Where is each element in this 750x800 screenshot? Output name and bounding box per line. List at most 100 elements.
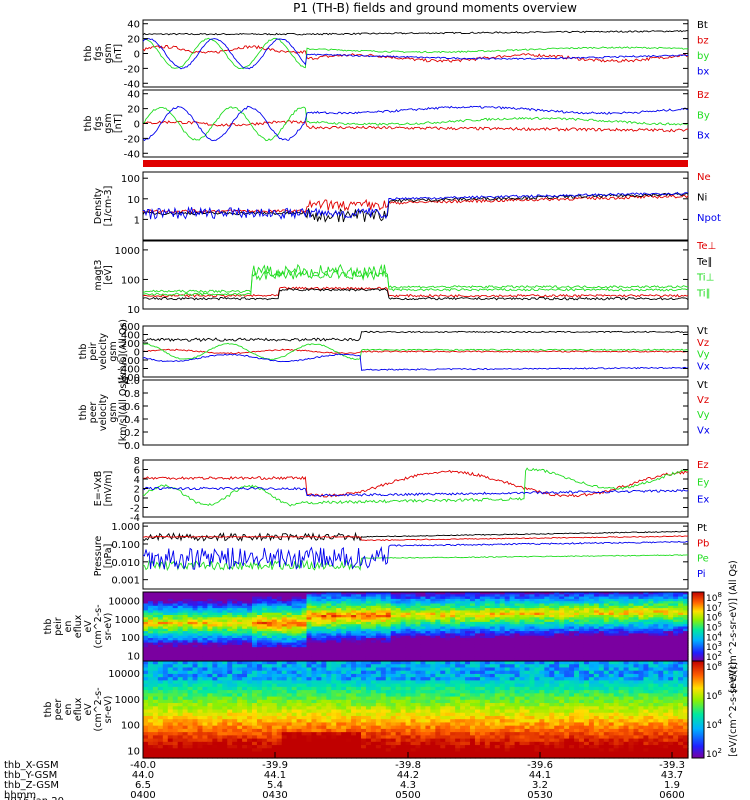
- heatmap-cell: [346, 680, 352, 685]
- heatmap-cell: [182, 603, 189, 607]
- heatmap-cell: [341, 612, 347, 616]
- heatmap-cell: [217, 603, 223, 607]
- heatmap-cell: [390, 624, 397, 628]
- heatmap-cell: [222, 619, 228, 623]
- heatmap-cell: [341, 647, 347, 651]
- heatmap-cell: [460, 693, 466, 698]
- heatmap-cell: [242, 619, 248, 623]
- heatmap-cell: [623, 612, 630, 616]
- heatmap-cell: [316, 608, 322, 611]
- heatmap-cell: [326, 699, 332, 704]
- heatmap-cell: [628, 635, 635, 639]
- heatmap-cell: [182, 696, 189, 701]
- heatmap-cell: [405, 647, 412, 651]
- heatmap-cell: [450, 673, 456, 678]
- heatmap-cell: [143, 647, 149, 651]
- heatmap-cell: [326, 667, 332, 672]
- heatmap-cell: [554, 601, 560, 605]
- heatmap-cell: [613, 658, 620, 662]
- heatmap-cell: [395, 601, 402, 605]
- heatmap-cell: [465, 610, 471, 614]
- heatmap-cell: [400, 628, 407, 632]
- heatmap-cell: [152, 619, 159, 623]
- heatmap-cell: [356, 670, 362, 675]
- heatmap-cell: [509, 656, 516, 660]
- heatmap-cell: [549, 677, 555, 681]
- heatmap-cell: [390, 617, 397, 621]
- heatmap-cell: [494, 628, 501, 632]
- heatmap-cell: [628, 617, 635, 621]
- heatmap-cell: [410, 615, 417, 618]
- heatmap-cell: [608, 661, 615, 665]
- heatmap-cell: [365, 628, 372, 632]
- heatmap-cell: [281, 696, 288, 701]
- heatmap-cell: [554, 644, 560, 648]
- heatmap-cell: [321, 631, 327, 634]
- legend-Ne: Ne: [697, 172, 711, 183]
- heatmap-cell: [212, 594, 218, 598]
- heatmap-cell: [539, 658, 545, 662]
- heatmap-cell: [281, 621, 288, 625]
- heatmap-cell: [673, 610, 679, 614]
- heatmap-cell: [470, 647, 476, 651]
- heatmap-cell: [177, 683, 184, 688]
- heatmap-cell: [425, 644, 431, 648]
- heatmap-cell: [167, 631, 174, 634]
- heatmap-cell: [281, 654, 288, 657]
- heatmap-cell: [633, 617, 640, 621]
- heatmap-cell: [202, 664, 208, 669]
- heatmap-cell: [435, 649, 441, 653]
- heatmap-cell: [544, 656, 550, 660]
- heatmap-cell: [504, 696, 511, 701]
- heatmap-cell: [618, 673, 625, 678]
- heatmap-cell: [207, 638, 213, 641]
- heatmap-cell: [311, 615, 317, 618]
- heatmap-cell: [212, 605, 218, 609]
- heatmap-cell: [286, 683, 293, 688]
- heatmap-cell: [549, 592, 555, 595]
- heatmap-cell: [455, 696, 461, 701]
- heatmap-cell: [613, 628, 620, 632]
- heatmap-cell: [465, 619, 471, 623]
- colorbar-tick-label: 106: [706, 611, 722, 624]
- heatmap-cell: [544, 640, 550, 644]
- heatmap-cell: [341, 656, 347, 660]
- heatmap-cell: [465, 699, 471, 704]
- heatmap-cell: [222, 699, 228, 704]
- heatmap-cell: [603, 661, 610, 665]
- heatmap-cell: [202, 638, 208, 641]
- heatmap-cell: [529, 615, 535, 618]
- heatmap-cell: [222, 605, 228, 609]
- heatmap-cell: [430, 644, 436, 648]
- heatmap-cell: [187, 680, 194, 685]
- heatmap-cell: [192, 640, 199, 644]
- heatmap-cell: [678, 626, 684, 630]
- heatmap-cell: [564, 673, 570, 678]
- heatmap-cell: [628, 610, 635, 614]
- heatmap-cell: [455, 667, 461, 672]
- heatmap-cell: [415, 677, 422, 681]
- heatmap-cell: [554, 638, 560, 641]
- heatmap-cell: [598, 592, 605, 595]
- heatmap-cell: [291, 598, 298, 602]
- heatmap-cell: [167, 649, 174, 653]
- heatmap-cell: [623, 626, 630, 630]
- heatmap-cell: [623, 603, 630, 607]
- heatmap-cell: [509, 624, 516, 628]
- heatmap-cell: [227, 642, 233, 646]
- heatmap-cell: [593, 647, 600, 651]
- heatmap-cell: [152, 628, 159, 632]
- heatmap-cell: [628, 693, 635, 698]
- heatmap-cell: [474, 661, 481, 665]
- heatmap-cell: [207, 596, 213, 600]
- heatmap-cell: [242, 596, 248, 600]
- heatmap-cell: [598, 696, 605, 701]
- legend-Ti⊥: Ti⊥: [696, 273, 714, 284]
- heatmap-cell: [529, 642, 535, 646]
- heatmap-cell: [400, 615, 407, 618]
- heatmap-cell: [628, 683, 635, 688]
- heatmap-cell: [306, 612, 313, 616]
- heatmap-cell: [247, 647, 253, 651]
- heatmap-cell: [326, 696, 332, 701]
